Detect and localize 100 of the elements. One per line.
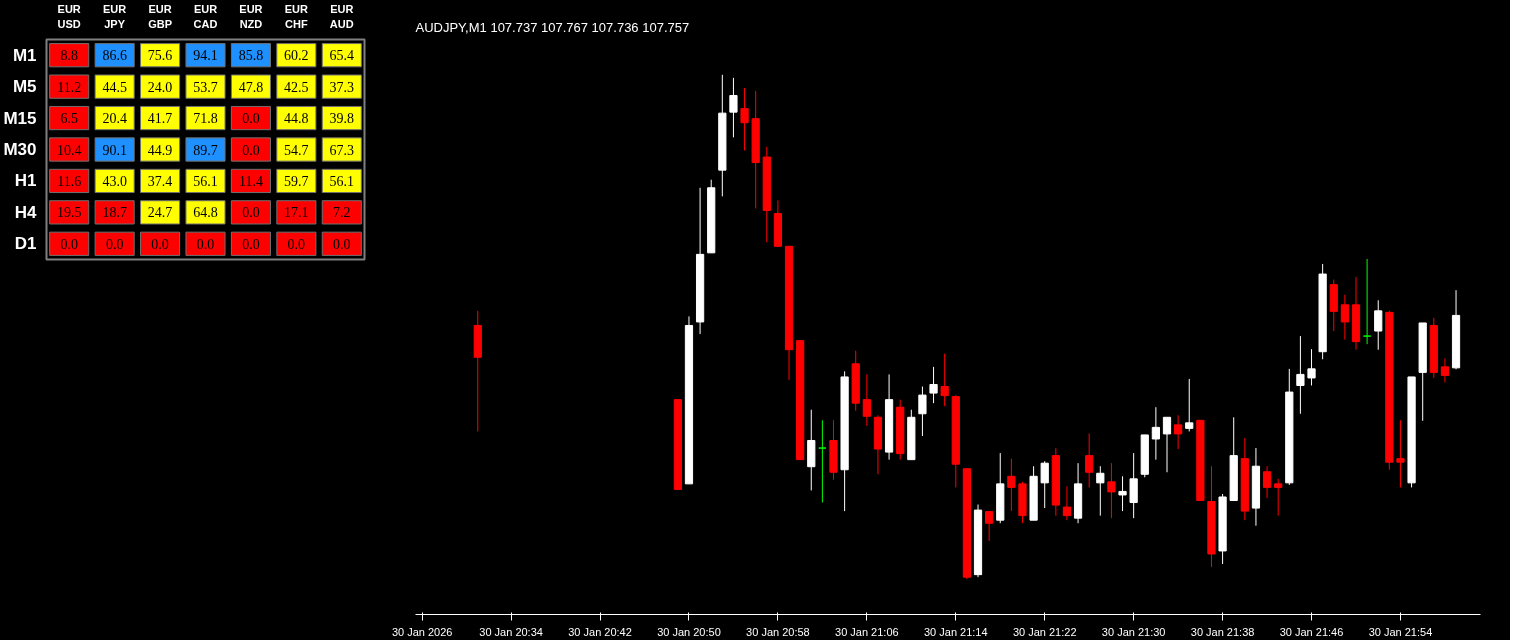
- data-label: 0.0: [105, 236, 124, 252]
- candlestick: [862, 373, 871, 427]
- x-tick-label: 30 Jan 21:30: [1101, 625, 1166, 638]
- candlestick: [1374, 299, 1383, 351]
- data-label: 8.8: [60, 48, 78, 64]
- y-tick-label: H1: [14, 171, 37, 191]
- candlestick: [1274, 478, 1283, 517]
- data-label: 10.4: [56, 142, 82, 158]
- data-label: 89.7: [193, 142, 218, 158]
- data-label: 0.0: [151, 236, 169, 252]
- candlestick: [1107, 462, 1116, 519]
- candlestick: [1129, 452, 1138, 519]
- data-label: 37.4: [147, 173, 173, 189]
- x-tick-label: 30 Jan 2026: [391, 625, 453, 638]
- candlestick: [1185, 378, 1194, 432]
- y-tick-label: M5: [12, 77, 37, 97]
- x-tick-label: 30 Jan 20:58: [746, 625, 810, 638]
- data-label: 65.4: [329, 48, 355, 64]
- candlestick: [1096, 465, 1105, 517]
- x-tick-label: 30 Jan 20:42: [568, 625, 632, 638]
- data-label: 56.1: [329, 173, 355, 189]
- data-label: 0.0: [242, 111, 260, 127]
- data-label: 90.1: [102, 142, 127, 158]
- x-tick-label: 30 Jan 21:38: [1190, 625, 1255, 638]
- data-label: 54.7: [284, 142, 309, 158]
- candlestick: [1396, 419, 1405, 488]
- x-tick-label: 30 Jan 21:14: [923, 625, 988, 638]
- candlestick: [729, 77, 738, 138]
- candlestick: [1151, 406, 1160, 461]
- data-label: 44.5: [102, 79, 127, 95]
- data-label: 59.7: [284, 173, 309, 189]
- data-label: 11.2: [57, 79, 82, 95]
- x-tick-label: EUR JPY: [103, 3, 127, 30]
- data-label: 53.7: [193, 79, 218, 95]
- data-label: 94.1: [193, 48, 218, 64]
- data-label: 11.6: [57, 173, 82, 189]
- x-tick-label: 30 Jan 20:50: [657, 625, 721, 638]
- x-tick-label: 30 Jan 21:46: [1279, 625, 1344, 638]
- x-tick-label: 30 Jan 21:54: [1368, 625, 1433, 638]
- candlestick: [1062, 485, 1072, 521]
- data-label: 0.0: [242, 142, 260, 158]
- candlestick: [740, 87, 749, 151]
- y-tick-label: H4: [14, 202, 38, 222]
- data-label: 19.5: [56, 205, 82, 221]
- chart-title: AUDJPY,M1 107.737 107.767 107.736 107.757: [415, 19, 690, 35]
- candlestick: [929, 366, 938, 404]
- x-tick-label: EUR CAD: [193, 3, 218, 30]
- data-label: 44.9: [147, 142, 173, 158]
- data-label: 47.8: [238, 79, 264, 95]
- y-tick-label: M30: [3, 140, 37, 159]
- candlestick: [1307, 348, 1316, 387]
- data-label: 41.7: [147, 111, 173, 127]
- x-tick-label: EUR AUD: [329, 3, 354, 30]
- data-label: 44.8: [284, 111, 309, 127]
- x-tick-label: EUR CHF: [284, 3, 309, 30]
- candlestick: [1007, 458, 1016, 512]
- data-label: 0.0: [333, 236, 351, 252]
- data-label: 0.0: [242, 236, 260, 252]
- y-tick-label: D1: [14, 234, 37, 254]
- x-tick-label: EUR USD: [57, 3, 81, 30]
- data-label: 0.0: [242, 205, 260, 221]
- data-label: 24.7: [147, 205, 173, 221]
- data-label: 0.0: [196, 236, 215, 252]
- x-tick-label: EUR NZD: [239, 3, 263, 30]
- data-label: 85.8: [238, 48, 264, 64]
- candlestick: [1362, 258, 1372, 345]
- candlestick: [818, 419, 827, 504]
- data-label: 37.3: [329, 79, 355, 95]
- candlestick: [1340, 294, 1349, 341]
- candlestick: [1118, 475, 1127, 512]
- x-tick-label: 30 Jan 21:06: [835, 625, 899, 638]
- data-label: 24.0: [147, 79, 173, 95]
- data-label: 71.8: [193, 111, 218, 127]
- data-label: 6.5: [60, 111, 78, 127]
- y-tick-label: M1: [12, 45, 37, 65]
- candlestick: [1085, 432, 1094, 488]
- data-label: 75.6: [147, 48, 173, 64]
- data-label: 39.8: [329, 111, 355, 127]
- data-label: 56.1: [193, 173, 218, 189]
- candlestick: [1040, 460, 1049, 509]
- data-label: 42.5: [284, 79, 309, 95]
- data-label: 20.4: [102, 111, 127, 127]
- data-label: 67.3: [329, 142, 355, 158]
- candlestick: [1296, 335, 1305, 415]
- data-label: 86.6: [102, 48, 127, 64]
- candlestick: [1440, 357, 1450, 383]
- candlestick: [918, 386, 927, 437]
- x-tick-label: 30 Jan 20:34: [479, 625, 543, 638]
- x-tick-label: EUR GBP: [148, 3, 172, 30]
- data-label: 60.2: [284, 48, 309, 64]
- data-label: 0.0: [287, 236, 306, 252]
- data-label: 11.4: [238, 173, 263, 189]
- data-label: 64.8: [193, 205, 218, 221]
- candlestick: [1262, 465, 1272, 499]
- data-label: 0.0: [60, 236, 78, 252]
- candlestick: [985, 511, 994, 542]
- candlestick: [940, 353, 949, 407]
- candlestick: [1162, 416, 1172, 473]
- data-label: 18.7: [102, 205, 127, 221]
- x-tick-label: 30 Jan 21:22: [1012, 625, 1077, 638]
